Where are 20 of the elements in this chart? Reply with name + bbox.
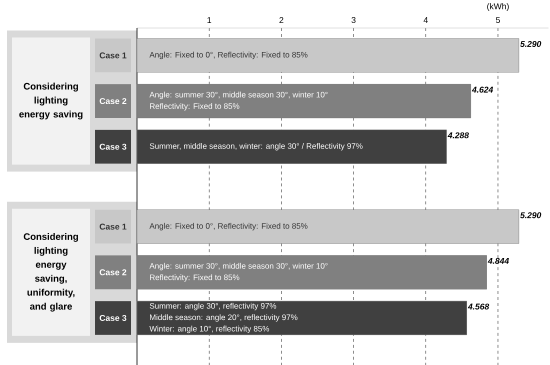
x-tick-label: 3 [352, 17, 356, 23]
text: Considering lighting energy saving [19, 82, 82, 120]
data-label: 4.624 [472, 86, 494, 93]
y-tick-label: Case 2 [100, 269, 126, 276]
data-label: 4.568 [468, 304, 490, 310]
data-label: 4.288 [448, 132, 469, 138]
x-axis-title: (kWh) [487, 3, 509, 11]
y-tick-label: Case 1 [100, 224, 126, 230]
y-tick-label: Case 3 [100, 144, 126, 150]
y-tick-label: Case 1 [100, 52, 126, 58]
y-tick-label: Case 3 [100, 314, 126, 321]
x-tick-label: 4 [424, 17, 428, 23]
y-tick-label: Case 2 [100, 98, 126, 104]
data-label: 5.290 [520, 212, 542, 218]
x-tick-label: 2 [279, 17, 284, 23]
x-tick-label: 1 [207, 17, 212, 23]
data-label: 4.844 [488, 258, 509, 264]
x-tick-label: 5 [496, 17, 500, 23]
data-label: 5.290 [520, 40, 542, 47]
text: Considering lighting energy saving, uniformity, and glare [24, 232, 78, 312]
